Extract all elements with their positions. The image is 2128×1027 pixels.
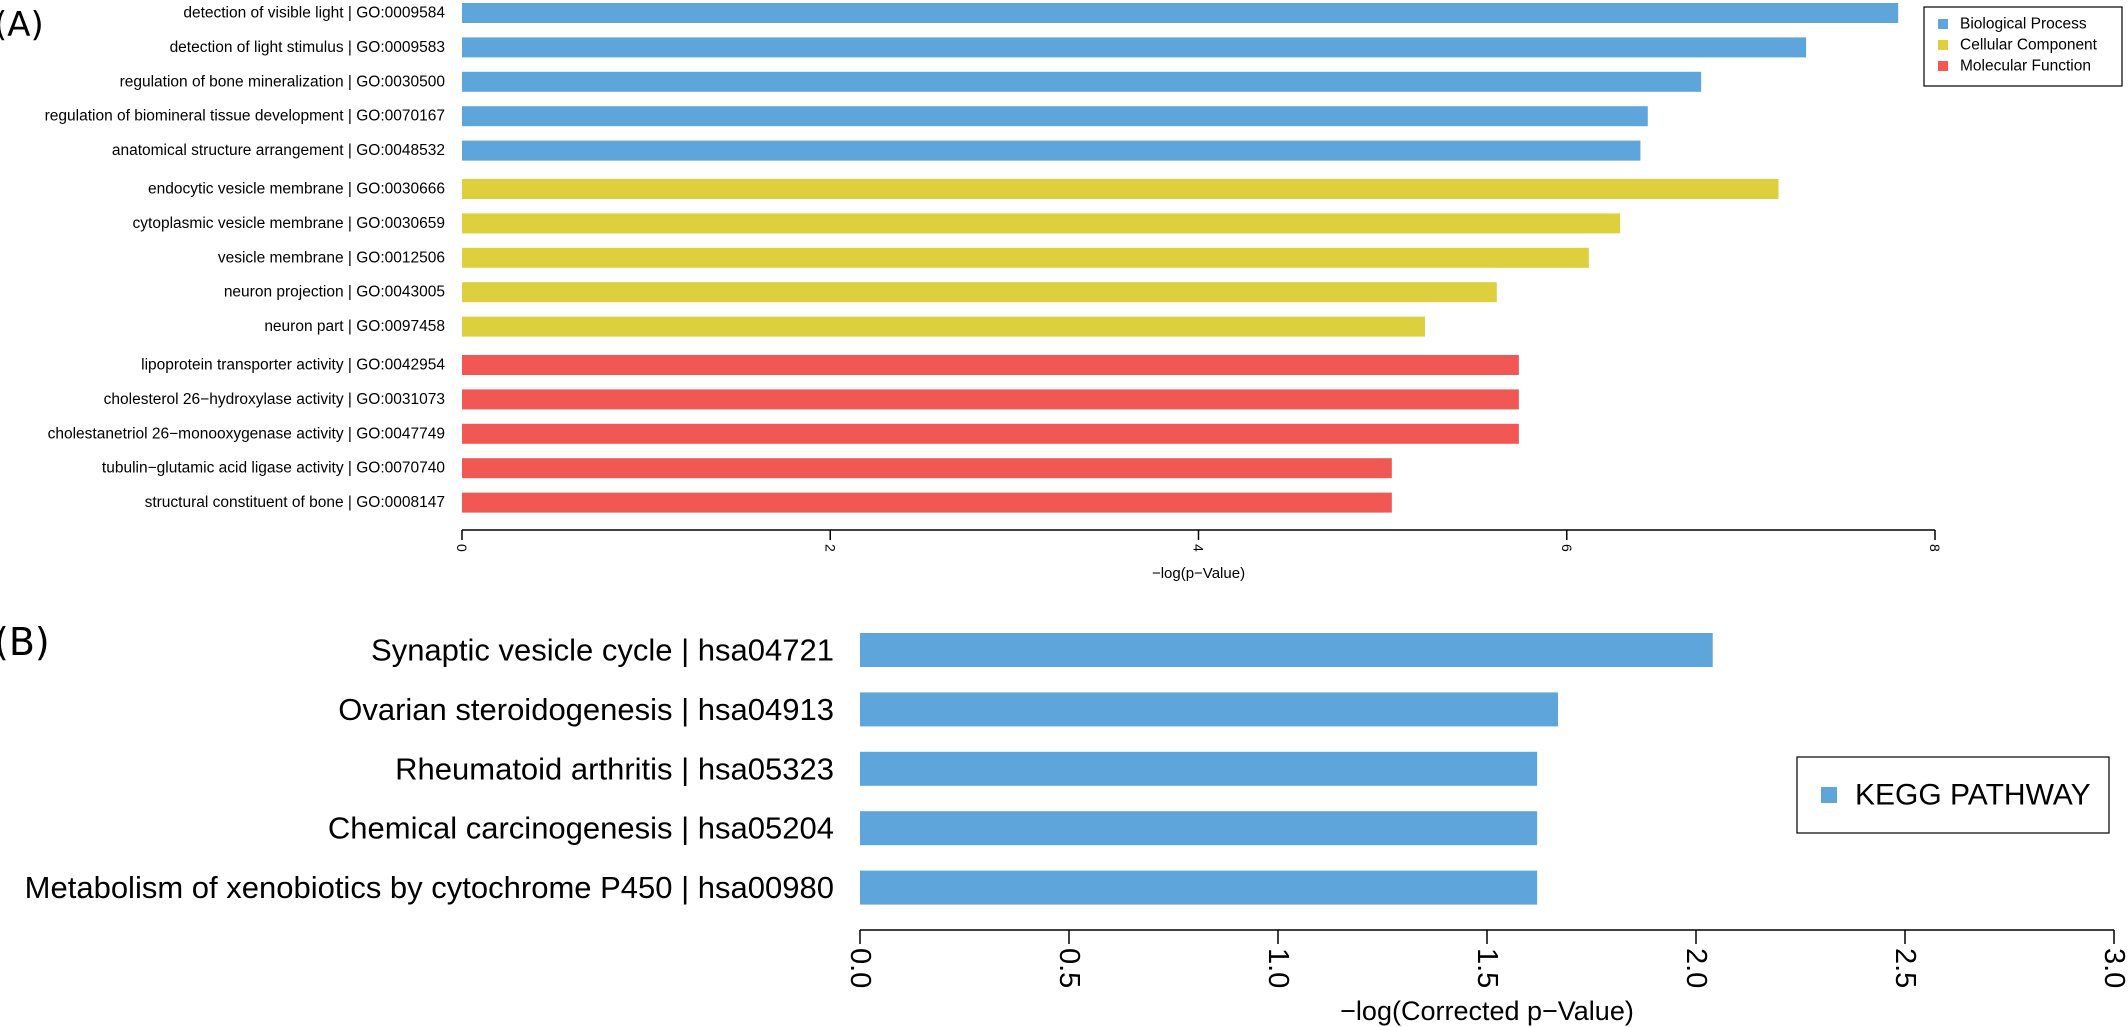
bar: [860, 751, 1538, 786]
bar: [462, 37, 1807, 58]
category-label: Synaptic vesicle cycle | hsa04721: [371, 633, 834, 668]
x-tick-label: 4: [1191, 544, 1207, 552]
category-label: vesicle membrane | GO:0012506: [218, 249, 445, 266]
x-tick-label: 3.0: [2098, 948, 2128, 988]
x-tick-label: 2: [822, 544, 838, 552]
legend-swatch: [1938, 40, 1948, 50]
x-tick-label: 2.5: [1889, 948, 1921, 988]
legend-swatch: [1938, 61, 1948, 71]
category-label: Chemical carcinogenesis | hsa05204: [328, 811, 834, 846]
bar: [462, 355, 1519, 375]
category-label: detection of light stimulus | GO:0009583: [170, 39, 445, 56]
legend-entry-label: Biological Process: [1960, 16, 2087, 33]
bar: [462, 106, 1648, 127]
x-axis-title: −log(p−Value): [1152, 565, 1245, 582]
x-tick-label: 2.0: [1680, 948, 1712, 988]
x-tick-label: 1.0: [1262, 948, 1294, 988]
category-label: regulation of bone mineralization | GO:0…: [120, 73, 446, 90]
legend-swatch: [1938, 19, 1948, 29]
bar: [860, 811, 1538, 846]
bar: [462, 423, 1519, 444]
bar: [462, 389, 1519, 410]
bar: [462, 213, 1621, 234]
bar: [860, 870, 1538, 905]
bar: [860, 692, 1559, 727]
bar: [462, 247, 1589, 268]
panel-label: (B): [0, 620, 50, 664]
category-label: endocytic vesicle membrane | GO:0030666: [148, 181, 445, 198]
bar: [462, 458, 1392, 479]
category-label: Ovarian steroidogenesis | hsa04913: [338, 692, 834, 727]
category-label: Metabolism of xenobiotics by cytochrome …: [25, 870, 834, 905]
category-label: cholestanetriol 26−monooxygenase activit…: [48, 425, 445, 442]
bar: [462, 71, 1702, 92]
legend-box: [1796, 756, 2110, 834]
x-tick-label: 8: [1927, 544, 1943, 552]
bar: [462, 140, 1641, 161]
category-label: neuron part | GO:0097458: [264, 318, 445, 335]
x-axis-title: −log(Corrected p−Value): [1340, 996, 1634, 1026]
category-label: cholesterol 26−hydroxylase activity | GO…: [104, 391, 445, 408]
x-tick-label: 0.0: [844, 948, 876, 988]
category-label: structural constituent of bone | GO:0008…: [145, 494, 445, 511]
legend-box: [1923, 6, 2123, 87]
x-tick-label: 0.5: [1053, 948, 1085, 988]
category-label: tubulin−glutamic acid ligase activity | …: [102, 460, 445, 477]
legend: KEGG PATHWAY: [1796, 756, 2110, 834]
category-label: detection of visible light | GO:0009584: [183, 5, 445, 22]
legend-entry-label: KEGG PATHWAY: [1855, 779, 2091, 812]
bar: [462, 492, 1392, 513]
bar: [462, 282, 1497, 303]
bar: [860, 633, 1713, 667]
category-label: cytoplasmic vesicle membrane | GO:003065…: [133, 215, 445, 232]
category-label: Rheumatoid arthritis | hsa05323: [395, 751, 834, 786]
legend-entry-label: Molecular Function: [1960, 58, 2091, 75]
x-tick-label: 6: [1559, 544, 1575, 552]
bar: [462, 316, 1425, 337]
x-tick-label: 1.5: [1471, 948, 1503, 988]
legend: Biological Process Cellular Component Mole…: [1923, 6, 2123, 87]
legend-entry-label: Cellular Component: [1960, 37, 2098, 54]
legend-swatch: [1821, 787, 1837, 803]
bar: [462, 179, 1779, 199]
x-tick-label: 0: [454, 544, 470, 552]
panel-b-kegg-pathway: (B) Synaptic vesicle cycle | hsa04721 Ovar…: [0, 620, 2128, 1026]
panel-label: (A): [0, 5, 44, 45]
category-label: neuron projection | GO:0043005: [224, 284, 445, 301]
category-label: anatomical structure arrangement | GO:00…: [112, 142, 445, 159]
category-label: lipoprotein transporter activity | GO:00…: [141, 357, 445, 374]
category-label: regulation of biomineral tissue developm…: [45, 108, 445, 125]
bar: [462, 3, 1899, 23]
panel-a-go-enrichment: (A) detection of visible light | GO:00095…: [0, 3, 2123, 582]
